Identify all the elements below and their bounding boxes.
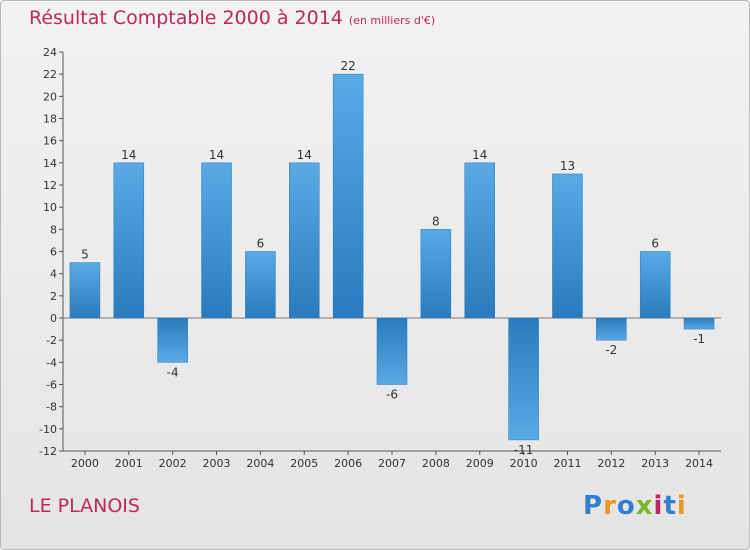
bar-2013 [639, 251, 671, 319]
data-label-2013: 6 [651, 237, 659, 251]
proxiti-logo: Proxiti [583, 491, 687, 521]
x-tick-label: 2000 [71, 457, 99, 470]
y-tick-label: -12 [39, 445, 57, 458]
y-tick-label: 4 [50, 268, 57, 281]
logo-letter: x [635, 491, 654, 521]
x-tick-label: 2007 [378, 457, 406, 470]
chart-subtitle: (en milliers d'€) [348, 14, 436, 27]
bar-2001 [113, 162, 145, 319]
x-tick-label: 2002 [159, 457, 187, 470]
y-tick-label: 24 [43, 46, 57, 59]
y-tick-label: 2 [50, 290, 57, 303]
y-tick-label: 8 [50, 223, 57, 236]
data-label-2000: 5 [81, 248, 89, 262]
bar-2009 [464, 162, 495, 319]
bar-2011 [552, 173, 583, 319]
data-label-2011: 13 [560, 159, 575, 173]
y-tick-label: 0 [50, 312, 57, 325]
y-tick-label: 6 [50, 246, 57, 259]
data-label-2014: -1 [693, 332, 705, 346]
data-label-2005: 14 [297, 148, 312, 162]
y-tick-label: 20 [43, 90, 57, 103]
chart-title-text: Résultat Comptable 2000 à 2014 [29, 7, 343, 29]
y-tick-label: 10 [43, 201, 57, 214]
logo-letter: r [603, 491, 617, 521]
bar-2010 [508, 317, 539, 441]
logo-letter: P [583, 491, 604, 521]
bar-2007 [376, 317, 408, 385]
x-tick-label: 2003 [203, 457, 231, 470]
data-label-2009: 14 [472, 148, 487, 162]
y-tick-label: -8 [46, 401, 57, 414]
y-tick-label: 16 [43, 135, 57, 148]
y-tick-label: 14 [43, 157, 57, 170]
chart-title: Résultat Comptable 2000 à 2014 (en millie… [29, 7, 435, 29]
data-label-2012: -2 [605, 343, 617, 357]
data-label-2003: 14 [209, 148, 224, 162]
y-tick-label: -10 [39, 423, 57, 436]
data-label-2007: -6 [386, 388, 398, 402]
data-label-2008: 8 [432, 214, 440, 228]
x-tick-label: 2009 [466, 457, 494, 470]
x-tick-label: 2012 [597, 457, 625, 470]
logo-letter: i [653, 491, 664, 521]
data-label-2002: -4 [167, 365, 179, 379]
data-label-2006: 22 [340, 59, 355, 73]
chart-data-labels: 5 14 -4 14 6 14 22 -6 8 14 -11 13 -2 6 -1 [81, 59, 705, 457]
x-tick-label: 2001 [115, 457, 143, 470]
x-tick-label: 2011 [553, 457, 581, 470]
x-tick-label: 2013 [641, 457, 669, 470]
y-tick-label: -2 [46, 334, 57, 347]
bar-2012 [596, 317, 627, 341]
bar-2003 [201, 162, 232, 319]
bar-2006 [332, 73, 364, 319]
bar-2002 [157, 317, 188, 363]
bar-2008 [420, 229, 452, 319]
commune-name: LE PLANOIS [29, 495, 140, 517]
x-tick-label: 2004 [246, 457, 274, 470]
data-label-2010: -11 [514, 443, 534, 457]
x-tick-label: 2010 [510, 457, 538, 470]
y-tick-label: 12 [43, 179, 57, 192]
y-tick-label: -4 [46, 356, 57, 369]
x-tick-label: 2006 [334, 457, 362, 470]
logo-letter: i [676, 491, 687, 521]
logo-letter: t [663, 491, 677, 521]
chart-bars [69, 73, 715, 441]
bar-2004 [245, 251, 276, 319]
y-tick-label: 18 [43, 113, 57, 126]
logo-letter: o [616, 491, 636, 521]
y-tick-label: -6 [46, 379, 57, 392]
x-tick-label: 2014 [685, 457, 713, 470]
data-label-2001: 14 [121, 148, 136, 162]
data-label-2004: 6 [257, 237, 265, 251]
x-tick-label: 2008 [422, 457, 450, 470]
x-tick-label: 2005 [290, 457, 318, 470]
y-tick-label: 22 [43, 68, 57, 81]
bar-2000 [69, 262, 101, 319]
bar-2014 [683, 317, 715, 330]
bar-2005 [289, 162, 320, 319]
